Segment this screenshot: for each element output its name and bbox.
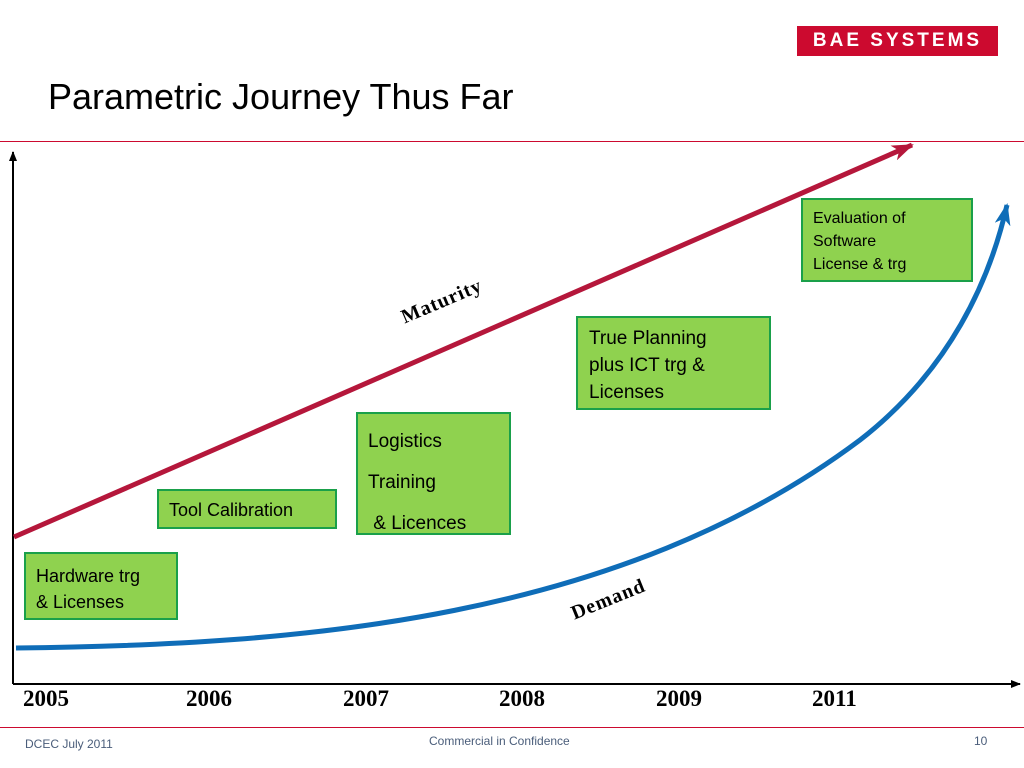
box-line: Tool Calibration bbox=[169, 500, 294, 520]
box-line: & Licences bbox=[368, 513, 467, 534]
footer-date: DCEC July 2011 bbox=[25, 737, 113, 751]
box-line: plus ICT trg & bbox=[589, 355, 705, 376]
milestone-box-hardware: Hardware trg & Licenses bbox=[24, 552, 178, 620]
box-line: Training bbox=[368, 472, 436, 493]
page-title: Parametric Journey Thus Far bbox=[48, 76, 514, 117]
footer-confidentiality: Commercial in Confidence bbox=[429, 734, 570, 748]
box-line: Licenses bbox=[589, 382, 664, 403]
maturity-arrow bbox=[12, 142, 914, 540]
year-label: 2009 bbox=[656, 686, 702, 711]
box-line: License & trg bbox=[813, 256, 907, 273]
box-line: & Licenses bbox=[36, 592, 125, 612]
page-number: 10 bbox=[974, 734, 988, 748]
year-label: 2007 bbox=[343, 686, 389, 711]
box-line: Logistics bbox=[368, 431, 442, 452]
year-label: 2006 bbox=[186, 686, 232, 711]
milestone-box-evaluation: Evaluation of Software License & trg bbox=[801, 198, 973, 282]
year-label: 2011 bbox=[812, 686, 857, 711]
milestone-box-logistics: Logistics Training & Licences bbox=[356, 412, 511, 535]
box-line: True Planning bbox=[589, 328, 707, 349]
top-divider bbox=[0, 141, 1024, 142]
bae-systems-logo: BAE SYSTEMS bbox=[797, 26, 998, 56]
box-line: Evaluation of bbox=[813, 210, 906, 227]
demand-curve bbox=[15, 203, 1011, 651]
box-line: Hardware trg bbox=[36, 566, 141, 586]
box-line: Software bbox=[813, 233, 877, 250]
milestone-box-tool-calibration: Tool Calibration bbox=[157, 489, 337, 529]
bottom-divider bbox=[0, 727, 1024, 728]
year-label: 2005 bbox=[23, 686, 69, 711]
year-label: 2008 bbox=[499, 686, 545, 711]
milestone-box-true-planning: True Planning plus ICT trg & Licenses bbox=[576, 316, 771, 410]
